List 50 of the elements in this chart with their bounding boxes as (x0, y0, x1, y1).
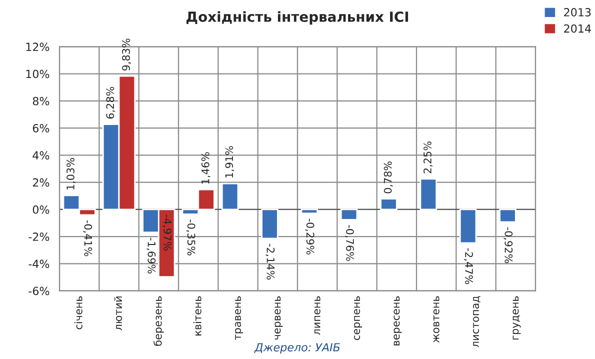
data-label: -0,92% (504, 227, 513, 264)
y-tick-label: 10% (26, 70, 50, 78)
y-tick-label: 2% (32, 178, 50, 187)
x-tick-label: липень (314, 296, 320, 335)
data-label: 0,78% (384, 161, 393, 194)
y-tick-label: 8% (32, 96, 50, 106)
x-tick-label: листопад (473, 296, 480, 348)
bar (380, 198, 398, 210)
data-label: 1,03% (66, 158, 76, 190)
data-label: -0,41% (83, 220, 92, 256)
data-label: -0,35% (186, 220, 196, 256)
data-label: 9,83% (122, 38, 132, 71)
data-label: -4,97% (162, 214, 172, 251)
data-label: 1,46% (201, 152, 210, 184)
y-tick-label: 0% (32, 205, 50, 214)
x-tick-label: травень (235, 296, 244, 340)
data-label: -0,76% (344, 225, 354, 261)
x-tick-label: лютий (114, 296, 122, 330)
legend-label: 2014 (564, 24, 591, 33)
data-label: 2,25% (424, 142, 432, 174)
data-label: -0,29% (305, 218, 314, 255)
y-tick-label: 6% (32, 124, 50, 132)
data-label: -1,69% (146, 238, 156, 274)
y-tick-label: 4% (32, 151, 50, 160)
bar (459, 208, 477, 244)
x-tick-label: квітень (193, 296, 202, 336)
y-tick-label: -6% (28, 286, 50, 296)
data-label: -2,47% (464, 248, 473, 284)
bar (499, 208, 516, 223)
bar (300, 208, 318, 214)
y-tick-label: -4% (28, 260, 50, 268)
bar (221, 182, 239, 210)
y-tick-label: 12% (26, 42, 50, 52)
data-label: -2,14% (266, 244, 275, 280)
x-tick-label: січень (74, 296, 82, 330)
chart-title: Дохідність інтервальних ІСІ (186, 11, 408, 25)
x-tick-label: червень (274, 296, 283, 340)
bar (261, 208, 278, 240)
bar (340, 208, 358, 220)
bar (420, 178, 438, 210)
y-tick-label: -2% (28, 232, 50, 241)
data-label: 1,91% (225, 146, 234, 178)
x-tick-label: серпень (354, 296, 362, 340)
x-tick-label: вересень (394, 296, 402, 346)
text: Джерело: УАІБ (254, 343, 340, 354)
x-tick-label: жовтень (433, 296, 440, 343)
x-tick-label: березень (154, 296, 164, 346)
legend-label: 2013 (564, 8, 591, 16)
x-tick-label: грудень (512, 296, 521, 340)
data-label: 6,28% (106, 86, 116, 119)
